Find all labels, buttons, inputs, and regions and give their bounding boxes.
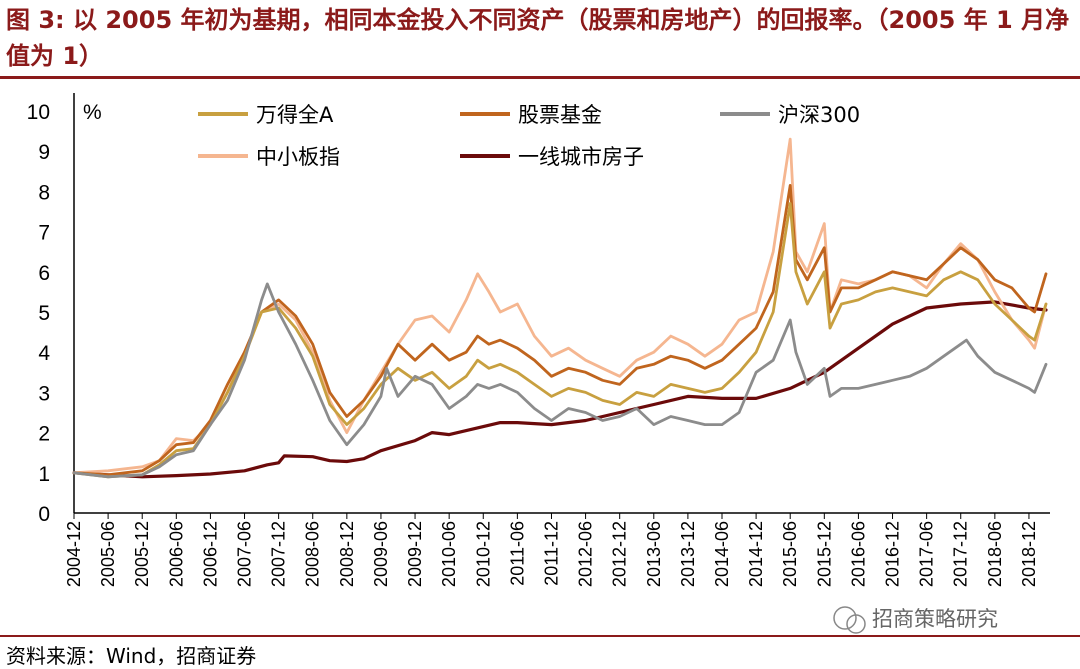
legend-label: 中小板指 [256,145,340,169]
x-tick-label: 2008-06 [303,521,323,587]
x-tick-label: 2006-12 [200,521,220,587]
x-tick-label: 2007-12 [269,521,289,587]
line-chart: 0 1 2 3 4 5 6 7 8 9 10 % 2004-12 2005-06 2005-12 2006… [27,93,1050,634]
x-tick-label: 2014-12 [746,521,766,587]
source-note: 资料来源：Wind，招商证券 [6,644,257,668]
x-tick-label: 2015-12 [814,521,834,587]
x-tick-label: 2009-06 [371,521,391,587]
x-tick-labels: 2004-12 2005-06 2005-12 2006-06 2006-12 2007-… [64,513,1039,587]
x-tick-label: 2012-12 [610,521,630,587]
x-tick-label: 2016-06 [848,521,868,587]
x-tick-label: 2006-06 [166,521,186,587]
x-tick-label: 2014-06 [712,521,732,587]
y-tick-label: 0 [38,503,50,526]
x-tick-label: 2011-12 [541,521,561,586]
legend-label: 一线城市房子 [518,145,644,169]
x-tick-label: 2007-06 [235,521,255,587]
x-tick-label: 2011-06 [507,521,527,586]
x-tick-label: 2005-12 [132,521,152,587]
series-line [72,184,1048,477]
x-tick-label: 2015-06 [780,521,800,587]
x-tick-label: 2004-12 [64,521,84,587]
y-tick-label: 4 [38,342,50,365]
footer-divider [0,635,1080,637]
x-tick-label: 2018-06 [985,521,1005,587]
y-tick-label: 2 [38,423,50,446]
x-tick-label: 2012-06 [576,521,596,587]
series-line [72,300,1048,479]
x-tick-label: 2005-06 [98,521,118,587]
x-tick-label: 2017-06 [917,521,937,587]
series-lines [72,137,1048,479]
legend-label: 沪深300 [778,103,860,127]
wechat-icon [833,606,857,630]
watermark: 招商策略研究 [833,606,998,634]
figure-title: 图 3: 以 2005 年初为基期，相同本金投入不同资产（股票和房地产）的回报率… [6,6,1070,70]
x-tick-label: 2013-06 [644,521,664,587]
x-tick-label: 2008-12 [337,521,357,587]
x-tick-label: 2010-12 [473,521,493,587]
y-tick-label: 1 [38,463,50,486]
y-tick-label: 7 [38,222,50,245]
legend-label: 股票基金 [518,103,602,127]
y-tick-label: 6 [38,262,50,285]
legend-label: 万得全A [256,103,334,127]
title-divider [0,76,1080,79]
y-tick-labels: 0 1 2 3 4 5 6 7 8 9 10 [27,101,51,526]
x-tick-label: 2009-12 [405,521,425,587]
y-tick-label: 5 [38,302,50,325]
x-tick-label: 2013-12 [678,521,698,587]
x-tick-label: 2010-06 [439,521,459,587]
series-line [72,202,1048,479]
y-tick-label: 8 [38,181,50,204]
wechat-icon-bubble [846,614,866,634]
y-tick-label: 3 [38,382,50,405]
legend: 万得全A 股票基金 沪深300 中小板指 一线城市房子 [198,103,860,169]
x-tick-label: 2016-12 [883,521,903,587]
x-tick-label: 2017-12 [951,521,971,587]
y-axis-unit: % [83,101,102,124]
chart-axes [73,93,1050,514]
y-tick-label: 9 [38,141,50,164]
watermark-text: 招商策略研究 [872,607,998,631]
y-tick-label: 10 [27,101,50,124]
series-line [72,282,1048,479]
x-tick-label: 2018-12 [1019,521,1039,587]
